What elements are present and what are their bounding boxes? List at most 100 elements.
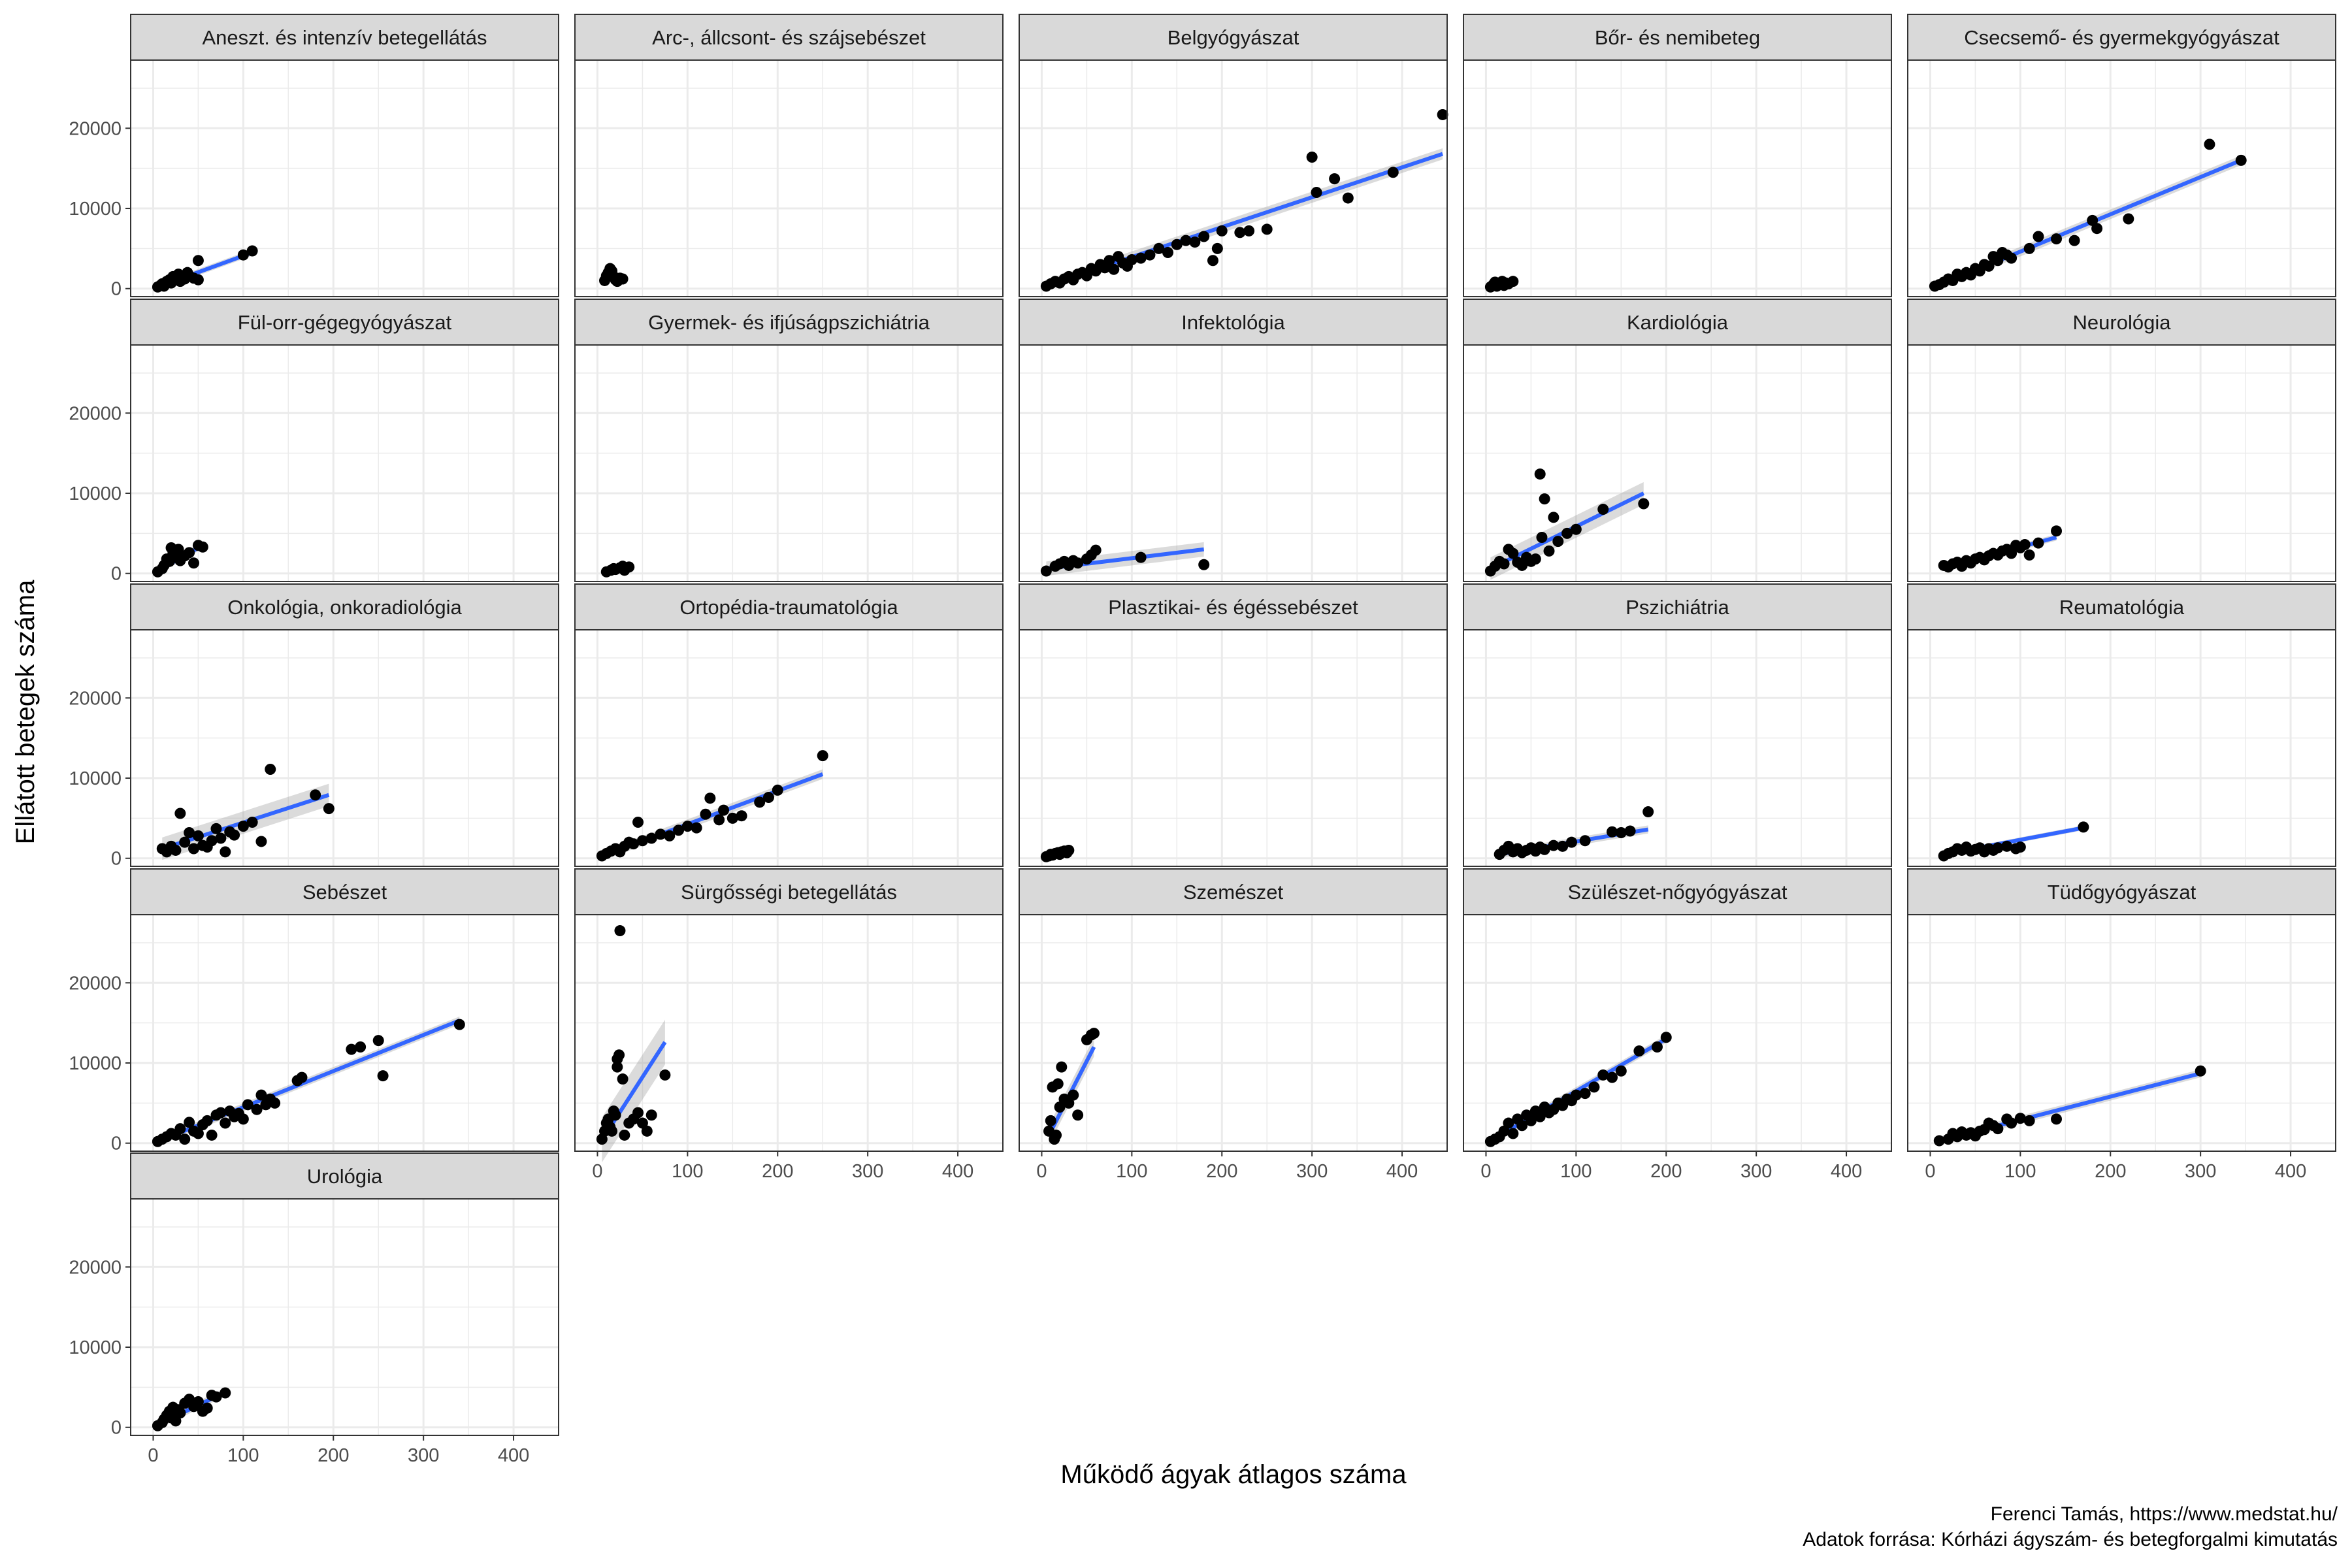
x-tick-label: 200: [318, 1445, 349, 1466]
data-point: [1624, 825, 1636, 837]
data-point: [255, 1089, 267, 1101]
data-point: [681, 821, 693, 832]
data-point: [1180, 235, 1192, 246]
x-tick-label: 300: [2185, 1161, 2216, 1182]
data-point: [1135, 252, 1147, 264]
data-point: [1211, 242, 1223, 254]
x-tick-label: 0: [1480, 1161, 1491, 1182]
data-point: [1306, 151, 1318, 163]
data-point: [184, 547, 195, 559]
data-point: [1311, 186, 1322, 198]
panel-border: [130, 914, 559, 1152]
facet-title: Pszichiátria: [1625, 596, 1729, 619]
data-point: [1992, 1123, 2004, 1135]
data-point: [197, 541, 208, 553]
data-point: [1198, 559, 1210, 570]
data-point: [612, 1061, 623, 1073]
data-point: [1090, 544, 1102, 556]
data-point: [1543, 545, 1555, 557]
data-point: [727, 812, 738, 824]
facet-panel: Belgyógyászat: [1019, 14, 1448, 297]
data-point: [1108, 263, 1120, 275]
facet-panel: Infektológia: [1019, 299, 1448, 582]
x-tick-label: 200: [1206, 1161, 1237, 1182]
data-point: [1525, 1115, 1537, 1126]
data-point: [246, 817, 258, 828]
x-tick-label: 400: [2275, 1161, 2306, 1182]
facet-panel: Neurológia: [1907, 299, 2336, 582]
data-point: [718, 804, 730, 816]
data-point: [170, 844, 182, 856]
data-point: [1051, 1129, 1062, 1141]
data-point: [1503, 1117, 1514, 1129]
data-point: [1516, 1120, 1528, 1132]
plot-area: [575, 345, 1003, 581]
data-point: [174, 1407, 186, 1419]
data-point: [2091, 223, 2103, 235]
facet-strip: [130, 1152, 559, 1200]
plot-area: [131, 630, 559, 866]
facet-strip: [1019, 299, 1448, 346]
data-point: [323, 803, 335, 815]
plot-area: [1908, 915, 2336, 1151]
y-tick-label: 20000: [69, 688, 122, 709]
data-point: [632, 1107, 644, 1119]
data-point: [237, 249, 249, 261]
facet-panel: Aneszt. és intenzív betegellátás 0 10000 20…: [69, 14, 559, 300]
data-point: [1565, 836, 1577, 848]
data-point: [1056, 1061, 1068, 1073]
x-tick-label: 300: [852, 1161, 883, 1182]
data-point: [2033, 231, 2044, 242]
panel-border: [130, 344, 559, 582]
facet-panel: Csecsemő- és gyermekgyógyászat: [1907, 14, 2336, 297]
data-point: [673, 825, 685, 836]
facet-panel: Bőr- és nemibeteg: [1463, 14, 1892, 297]
facet-title: Reumatológia: [2059, 596, 2185, 619]
data-point: [355, 1041, 367, 1053]
facet-strip: [1463, 299, 1892, 346]
data-point: [754, 796, 766, 808]
data-point: [1615, 1065, 1627, 1077]
data-point: [1068, 1089, 1079, 1101]
data-point: [1539, 493, 1550, 505]
data-point: [1329, 173, 1341, 185]
data-point: [736, 810, 747, 822]
data-point: [1437, 108, 1448, 120]
facet-title: Szemészet: [1183, 881, 1284, 904]
data-point: [1261, 223, 1273, 235]
panel-border: [1907, 914, 2336, 1152]
facet-strip: [1907, 583, 2336, 630]
data-point: [617, 1073, 629, 1085]
data-point: [1198, 231, 1210, 242]
data-point: [606, 1125, 618, 1137]
data-point: [623, 561, 635, 573]
data-point: [1983, 260, 1995, 272]
x-tick-label: 300: [408, 1445, 439, 1466]
data-point: [1507, 547, 1519, 559]
facet-strip: [130, 14, 559, 61]
data-point: [174, 1123, 186, 1135]
data-point: [1126, 254, 1137, 266]
data-point: [1607, 826, 1618, 838]
data-point: [251, 1103, 263, 1115]
data-point: [215, 1107, 227, 1119]
facet-title: Kardiológia: [1627, 311, 1729, 334]
data-point: [192, 274, 204, 286]
data-point: [2006, 252, 2017, 264]
data-point: [346, 1043, 357, 1055]
facet-panel: Onkológia, onkoradiológia 0 10000 20000: [69, 583, 559, 870]
x-tick-label: 100: [672, 1161, 703, 1182]
facet-strip: [1907, 299, 2336, 346]
data-point: [691, 822, 702, 834]
facet-title: Gyermek- és ifjúságpszichiátria: [648, 311, 930, 334]
data-point: [2235, 154, 2247, 166]
data-point: [1992, 842, 2004, 854]
data-point: [641, 1125, 653, 1137]
plot-area: [131, 915, 559, 1151]
data-point: [659, 1069, 671, 1081]
facet-title: Arc-, állcsont- és szájsebészet: [652, 26, 926, 49]
plot-area: [1463, 345, 1891, 581]
data-point: [1052, 1078, 1064, 1090]
data-point: [628, 838, 640, 850]
data-point: [1135, 551, 1147, 563]
